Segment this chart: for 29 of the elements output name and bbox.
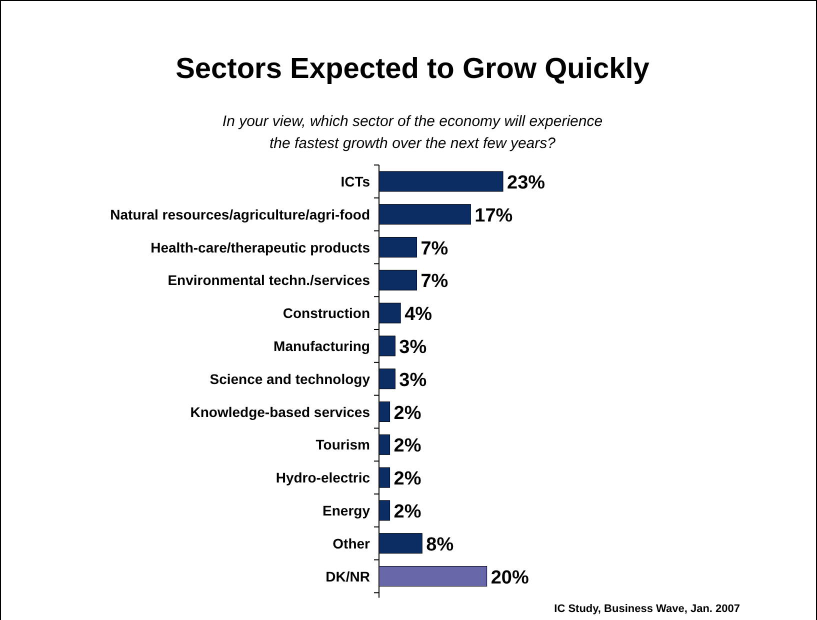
y-tick-label: Other	[332, 535, 371, 552]
data-label: 2%	[394, 501, 422, 522]
data-label: 20%	[490, 567, 529, 588]
y-tick-label: Hydro-electric	[276, 470, 370, 486]
y-tick-label: DK/NR	[326, 568, 370, 584]
y-tick-label: ICTs	[340, 173, 370, 190]
y-tick-label: Tourism	[316, 436, 370, 453]
data-label: 2%	[394, 402, 422, 424]
y-tick-label: Construction	[282, 305, 370, 322]
data-label: 2%	[394, 436, 422, 457]
y-tick-label: Knowledge-based services	[190, 404, 370, 420]
y-tick-label: Science and technology	[210, 370, 370, 387]
data-label: 3%	[399, 370, 427, 391]
data-label: 7%	[420, 271, 448, 292]
text: IC Study, Business Wave, Jan. 2007	[554, 603, 740, 615]
data-label: 23%	[507, 172, 546, 194]
chart-title: Sectors Expected to Grow Quickly	[176, 53, 650, 85]
y-tick-label: Natural resources/agriculture/agri-food	[110, 206, 370, 222]
y-tick-label: Energy	[322, 502, 370, 518]
y-tick-label: Health-care/therapeutic products	[150, 239, 370, 256]
data-label: 2%	[394, 468, 422, 490]
y-tick-label: Manufacturing	[274, 338, 370, 354]
data-label: 3%	[399, 336, 427, 358]
data-label: 7%	[420, 238, 448, 260]
data-label: 4%	[404, 304, 432, 326]
y-tick-label: Environmental techn./services	[168, 272, 370, 288]
data-label: 17%	[474, 205, 513, 226]
data-label: 8%	[426, 534, 454, 556]
chart-subtitle: In your view, which sector of the economy will experience the fastest growth over the next few years?	[222, 113, 603, 152]
